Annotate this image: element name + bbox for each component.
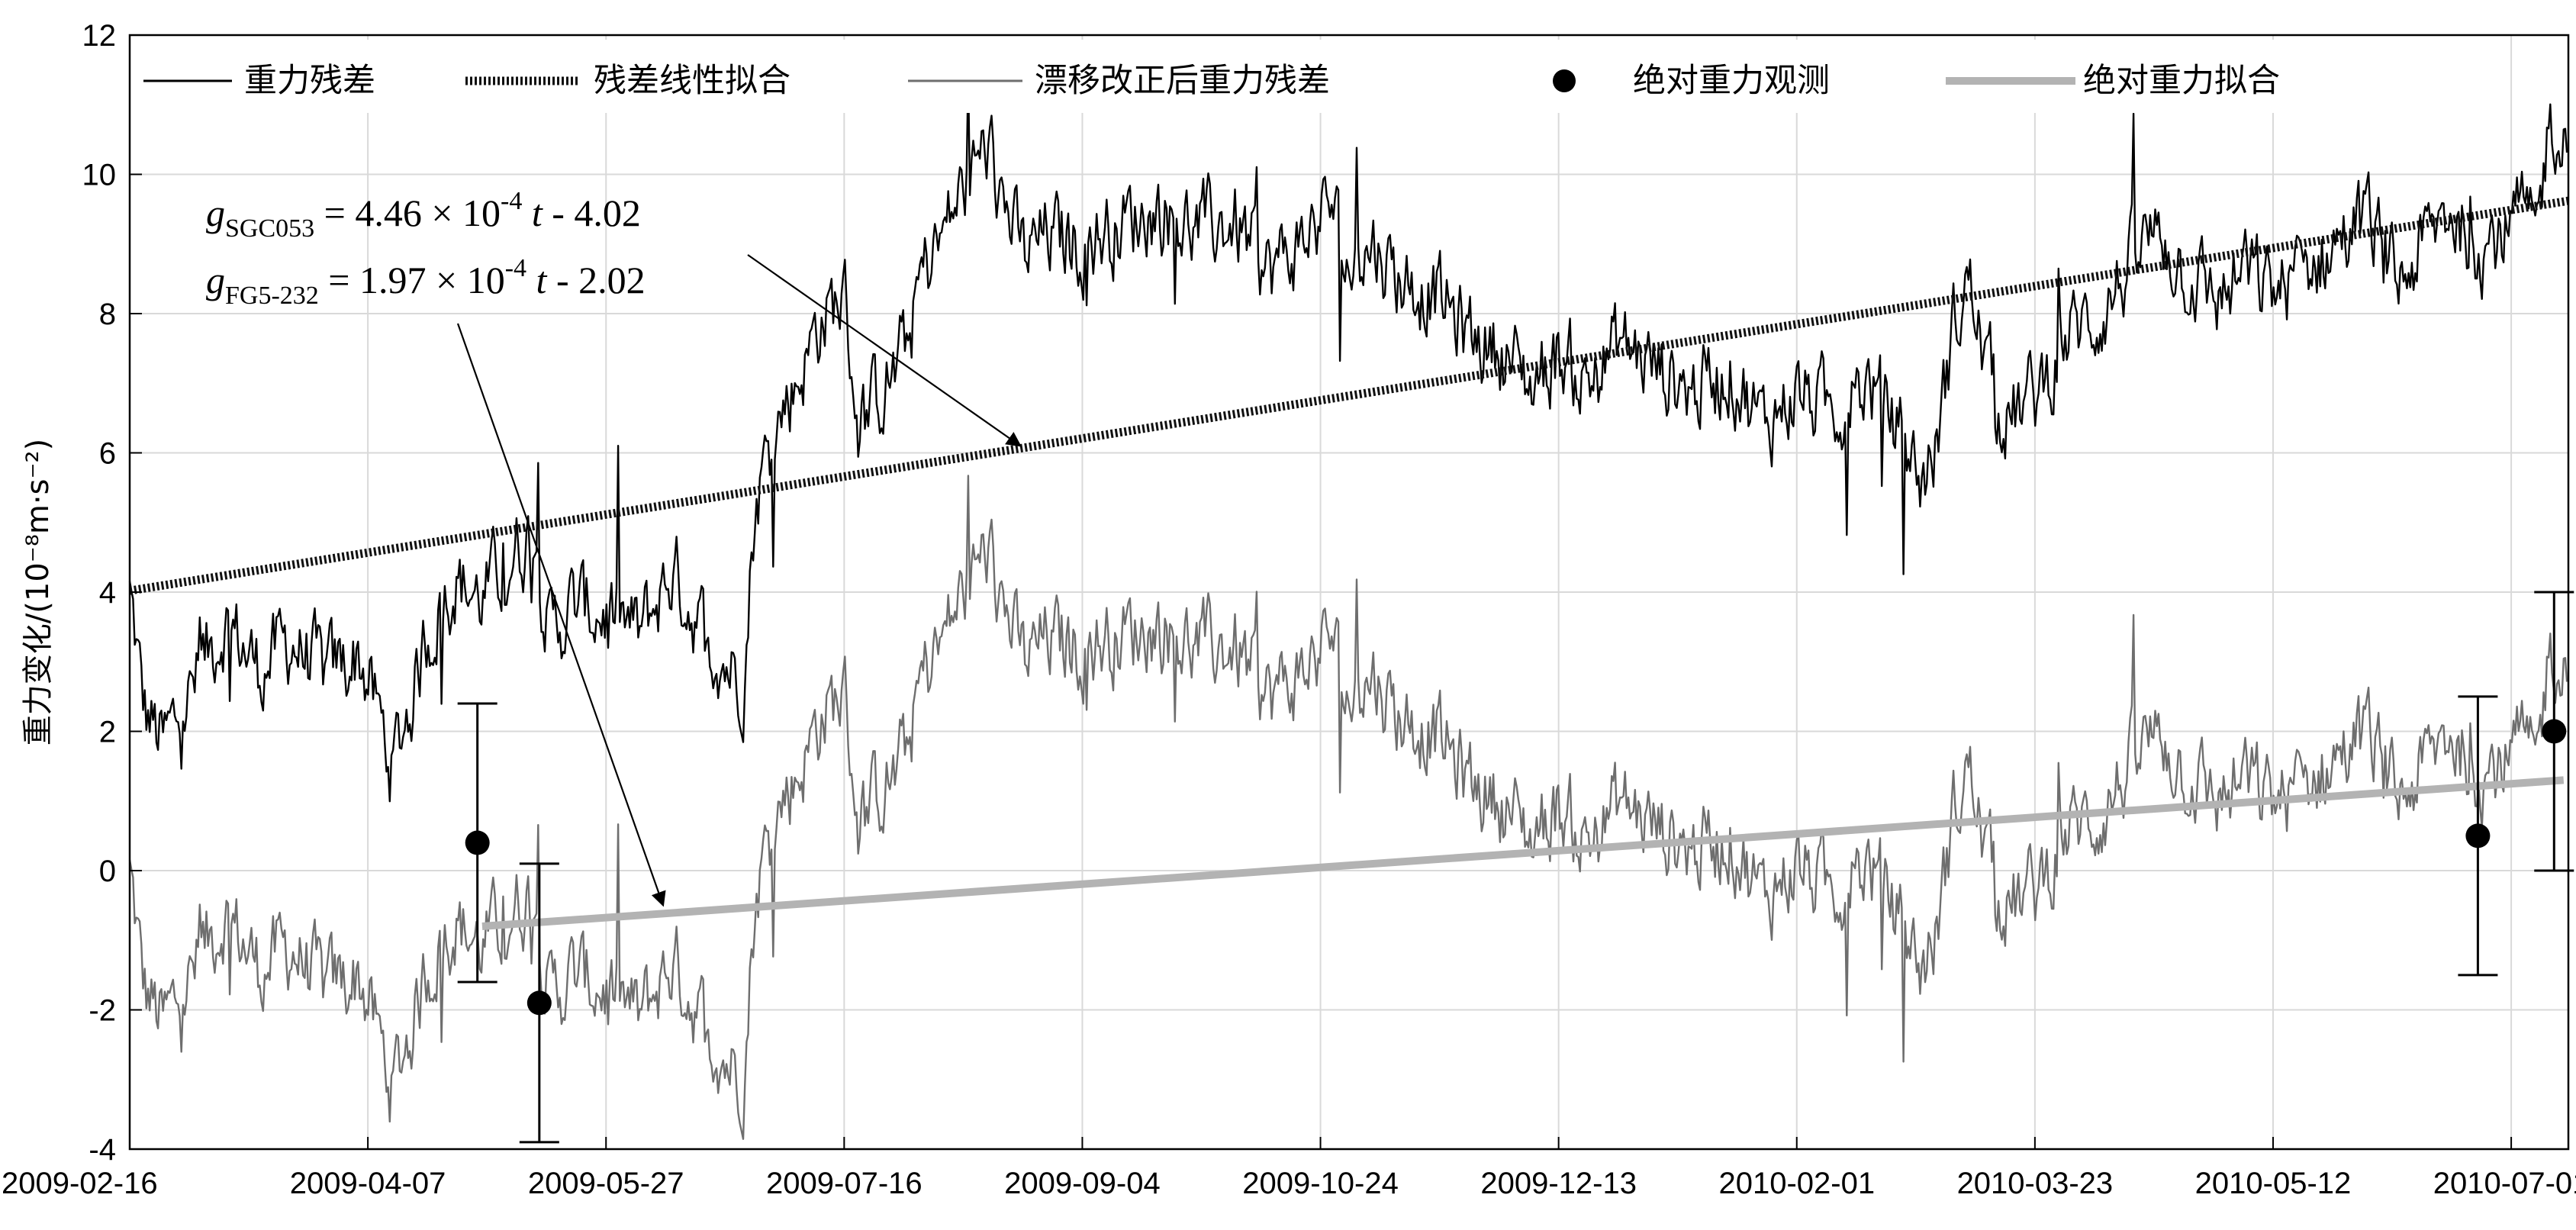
svg-text:gFG5-232 = 1.97 × 10-4 t - 2.0: gFG5-232 = 1.97 × 10-4 t - 2.02 — [206, 254, 646, 310]
absolute-gravity-point — [526, 990, 552, 1016]
y-tick-label: 12 — [82, 19, 117, 53]
x-tick-label: 2009-10-24 — [1242, 1167, 1399, 1200]
legend-label-drift-corrected: 漂移改正后重力残差 — [1035, 62, 1330, 100]
series-line-absolute-gravity-fit — [481, 776, 2565, 930]
y-tick-label: 6 — [99, 437, 116, 471]
series-layer — [128, 71, 2574, 1144]
legend-label-absolute-fit: 绝对重力拟合 — [2083, 62, 2280, 100]
annotation-arrow-sgc053 — [747, 254, 1022, 447]
eq2-g: g — [206, 259, 225, 301]
absolute-gravity-point — [465, 830, 490, 855]
axis-ticks: -4 -2 0 2 4 6 8 10 12 2009-02-16 2009-04-07 2009-05… — [2, 19, 2576, 1200]
x-tick-label: 2009-09-04 — [1004, 1167, 1161, 1200]
legend-swatch-absolute-observation — [1553, 69, 1576, 92]
x-tick-label: 2010-02-01 — [1718, 1167, 1875, 1200]
eq2-coefficient: = 1.97 × 10 — [319, 259, 505, 301]
y-tick-label: -4 — [89, 1133, 116, 1167]
eq1-exponent: -4 — [501, 187, 522, 215]
x-tick-label: 2009-07-16 — [766, 1167, 923, 1200]
eq2-exponent: -4 — [505, 254, 526, 282]
eq2-t: t — [526, 259, 548, 301]
svg-text:gSGC053 = 4.46 × 10-4 t - 4.02: gSGC053 = 4.46 × 10-4 t - 4.02 — [206, 187, 641, 243]
y-tick-label: 2 — [99, 716, 116, 749]
x-tick-label: 2009-05-27 — [528, 1167, 684, 1200]
eq1-subscript: SGC053 — [225, 214, 314, 243]
x-tick-label: 2010-05-12 — [2195, 1167, 2352, 1200]
y-tick-label: 4 — [99, 576, 116, 610]
eq1-g: g — [206, 192, 225, 234]
x-tick-label: 2010-07-01 — [2433, 1167, 2576, 1200]
y-axis-label: 重力变化/(10⁻⁸m·s⁻²) — [21, 439, 56, 745]
y-tick-label: -2 — [89, 994, 116, 1028]
legend-label-gravity-residual: 重力残差 — [244, 62, 375, 100]
series-line-drift-corrected-residual — [128, 475, 2568, 1140]
equation-sgc053: gSGC053 = 4.46 × 10-4 t - 4.02 — [206, 187, 641, 243]
absolute-gravity-point — [2465, 823, 2491, 848]
grid-lines — [130, 35, 2568, 1149]
y-tick-label: 0 — [99, 855, 116, 888]
legend-label-absolute-observation: 绝对重力观测 — [1633, 62, 1830, 100]
x-tick-label: 2009-04-07 — [290, 1167, 446, 1200]
x-tick-label: 2009-02-16 — [2, 1167, 158, 1200]
legend-label-linear-fit: 残差线性拟合 — [594, 62, 791, 100]
legend-box — [133, 40, 2353, 113]
absolute-gravity-point — [2542, 719, 2567, 744]
x-tick-label: 2010-03-23 — [1957, 1167, 2114, 1200]
eq1-t: t — [522, 192, 543, 234]
y-tick-label: 8 — [99, 298, 116, 331]
equation-fg5-232: gFG5-232 = 1.97 × 10-4 t - 2.02 — [206, 254, 646, 310]
legend: 重力残差 残差线性拟合 漂移改正后重力残差 绝对重力观测 绝对重力拟合 — [133, 40, 2353, 113]
y-tick-label: 10 — [82, 159, 117, 192]
eq1-intercept: - 4.02 — [543, 192, 641, 234]
eq2-intercept: - 2.02 — [546, 259, 645, 301]
eq1-coefficient: = 4.46 × 10 — [314, 192, 501, 234]
series-line-gravity-residual — [128, 71, 2568, 803]
absolute-gravity-observations — [457, 591, 2574, 1144]
annotation-arrow-fg5-232 — [456, 323, 666, 907]
eq2-subscript: FG5-232 — [225, 282, 319, 310]
x-tick-label: 2009-12-13 — [1480, 1167, 1637, 1200]
